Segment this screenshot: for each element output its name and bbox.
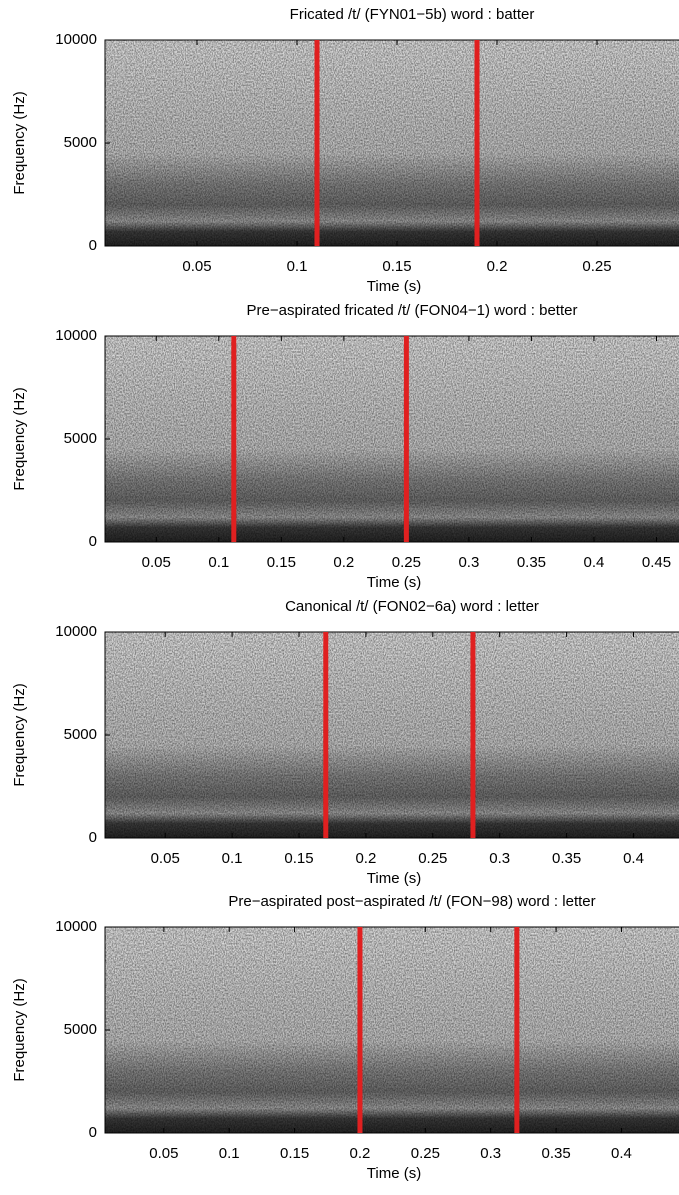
x-tick-label: 0.2 <box>350 1145 371 1162</box>
spectrogram-texture <box>105 40 679 246</box>
spectrogram-panel: Pre−aspirated fricated /t/ (FON04−1) wor… <box>11 302 679 591</box>
y-tick-label: 0 <box>89 533 97 550</box>
x-tick-label: 0.4 <box>623 850 644 867</box>
panel-title: Canonical /t/ (FON02−6a) word : letter <box>285 598 539 615</box>
x-axis-label: Time (s) <box>367 278 421 295</box>
x-tick-label: 0.05 <box>151 850 180 867</box>
spectrogram-panel: Canonical /t/ (FON02−6a) word : letter Ti… <box>11 598 679 887</box>
x-tick-label: 0.05 <box>182 258 211 275</box>
x-tick-label: 0.25 <box>582 258 611 275</box>
x-tick-label: 0.1 <box>222 850 243 867</box>
x-tick-label: 0.1 <box>287 258 308 275</box>
x-tick-label: 0.15 <box>280 1145 309 1162</box>
spectrogram-panel: Fricated /t/ (FYN01−5b) word : batter Tim… <box>11 6 679 295</box>
x-tick-label: 0.35 <box>552 850 581 867</box>
y-tick-label: 10000 <box>55 623 97 640</box>
x-tick-label: 0.05 <box>149 1145 178 1162</box>
spectrogram-texture <box>105 927 679 1133</box>
x-tick-label: 0.1 <box>208 554 229 571</box>
y-axis-label: Frequency (Hz) <box>11 978 28 1081</box>
x-tick-label: 0.2 <box>487 258 508 275</box>
panel-title: Pre−aspirated post−aspirated /t/ (FON−98… <box>228 893 595 910</box>
x-tick-label: 0.2 <box>333 554 354 571</box>
x-tick-label: 0.25 <box>418 850 447 867</box>
y-tick-label: 10000 <box>55 918 97 935</box>
x-tick-label: 0.3 <box>489 850 510 867</box>
x-tick-label: 0.45 <box>642 554 671 571</box>
x-tick-label: 0.4 <box>611 1145 632 1162</box>
y-tick-label: 10000 <box>55 327 97 344</box>
x-axis-label: Time (s) <box>367 870 421 887</box>
spectrogram-texture <box>105 336 679 542</box>
y-tick-label: 0 <box>89 237 97 254</box>
y-axis-label: Frequency (Hz) <box>11 387 28 490</box>
y-tick-label: 0 <box>89 829 97 846</box>
x-tick-label: 0.05 <box>142 554 171 571</box>
panel-title: Fricated /t/ (FYN01−5b) word : batter <box>290 6 535 23</box>
y-axis-label: Frequency (Hz) <box>11 91 28 194</box>
x-tick-label: 0.3 <box>480 1145 501 1162</box>
x-tick-label: 0.15 <box>382 258 411 275</box>
y-tick-label: 5000 <box>64 430 97 447</box>
x-tick-label: 0.15 <box>284 850 313 867</box>
x-tick-label: 0.1 <box>219 1145 240 1162</box>
spectrogram-texture <box>105 632 679 838</box>
y-tick-label: 5000 <box>64 134 97 151</box>
spectrogram-panel: Pre−aspirated post−aspirated /t/ (FON−98… <box>11 893 679 1182</box>
x-tick-label: 0.25 <box>411 1145 440 1162</box>
y-tick-label: 0 <box>89 1124 97 1141</box>
x-tick-label: 0.4 <box>584 554 605 571</box>
x-axis-label: Time (s) <box>367 1165 421 1182</box>
x-tick-label: 0.15 <box>267 554 296 571</box>
x-tick-label: 0.35 <box>541 1145 570 1162</box>
x-tick-label: 0.35 <box>517 554 546 571</box>
x-tick-label: 0.25 <box>392 554 421 571</box>
y-tick-label: 5000 <box>64 726 97 743</box>
y-tick-label: 5000 <box>64 1021 97 1038</box>
x-tick-label: 0.2 <box>355 850 376 867</box>
y-tick-label: 10000 <box>55 31 97 48</box>
y-axis-label: Frequency (Hz) <box>11 683 28 786</box>
x-tick-label: 0.3 <box>458 554 479 571</box>
x-axis-label: Time (s) <box>367 574 421 591</box>
panel-title: Pre−aspirated fricated /t/ (FON04−1) wor… <box>247 302 578 319</box>
